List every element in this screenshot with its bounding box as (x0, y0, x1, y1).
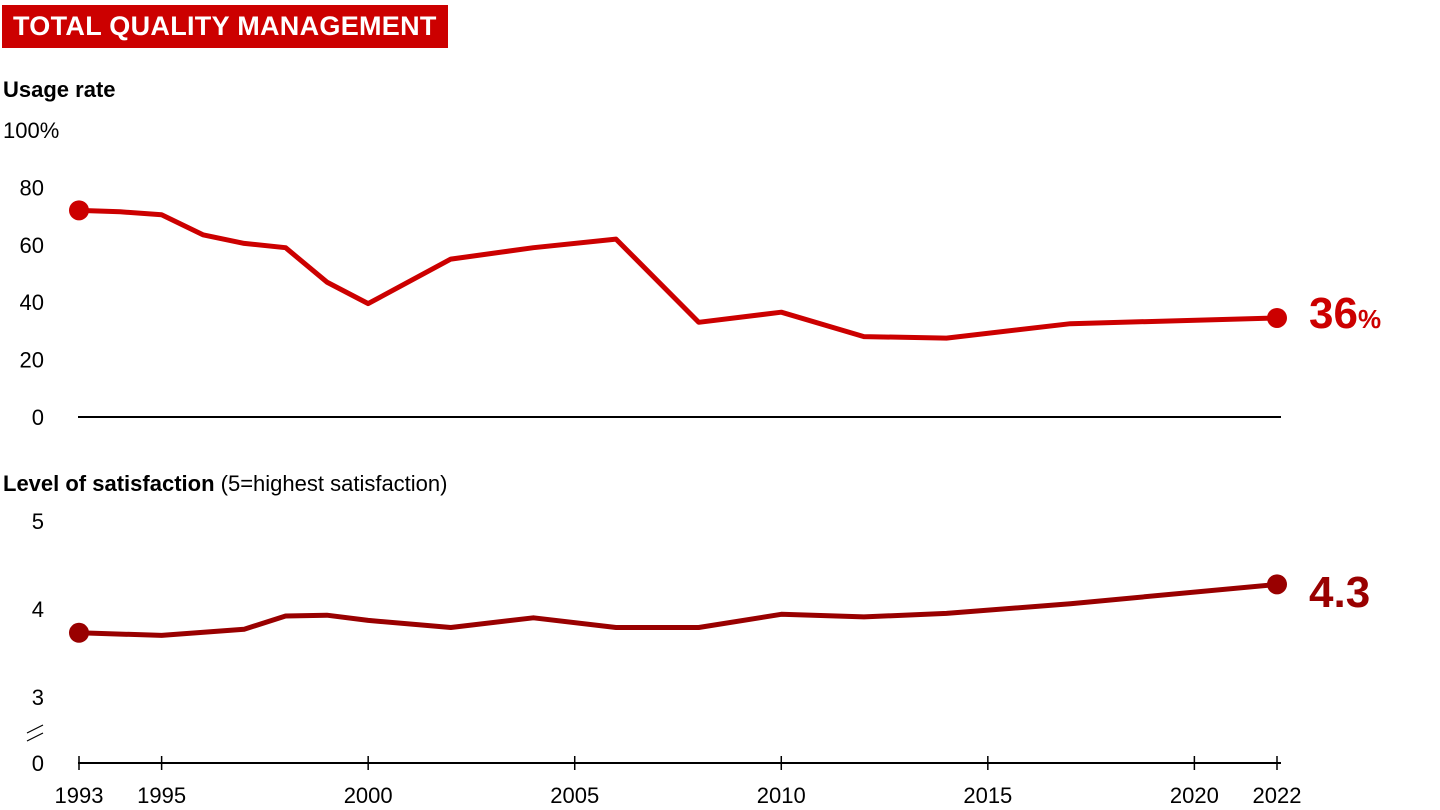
usage-y-axis: 0 20 40 60 80 100% (3, 118, 59, 430)
x-tick-label: 2000 (344, 783, 393, 808)
x-tick-label: 2010 (757, 783, 806, 808)
x-tick-label: 1993 (55, 783, 104, 808)
x-tick-label: 2022 (1253, 783, 1302, 808)
usage-point (1267, 307, 1287, 328)
satisfaction-y-axis: 0 3 4 5 (32, 509, 44, 776)
usage-y-tick-label: 20 (20, 348, 44, 373)
axis-break-icon (26, 724, 44, 742)
satisfaction-label-text: Level of satisfaction (3, 471, 215, 496)
usage-y-tick-label: 40 (20, 290, 44, 315)
satisfaction-point (69, 622, 89, 643)
satisfaction-end-label: 4.3 (1309, 568, 1370, 617)
usage-rate-label-text: Usage rate (3, 77, 116, 102)
satisfaction-y-tick-label: 5 (32, 509, 44, 534)
x-tick-label: 2020 (1170, 783, 1219, 808)
usage-y-tick-label: 60 (20, 233, 44, 258)
satisfaction-line (76, 581, 1280, 638)
usage-end-markers (69, 200, 1287, 328)
usage-point (69, 200, 89, 221)
usage-y-tick-label: 0 (32, 405, 44, 430)
usage-rate-label: Usage rate (3, 77, 116, 103)
satisfaction-end-markers (69, 574, 1287, 643)
satisfaction-y-tick-label: 4 (32, 597, 44, 622)
usage-y-tick-label: 100% (3, 118, 59, 143)
x-tick-label: 2005 (550, 783, 599, 808)
usage-end-unit: % (1358, 304, 1381, 334)
usage-rate-line (76, 207, 1280, 341)
satisfaction-label-note: (5=highest satisfaction) (220, 471, 448, 496)
usage-end-label: 36% (1309, 289, 1381, 338)
chart-title: TOTAL QUALITY MANAGEMENT (2, 5, 448, 48)
satisfaction-y-tick-label: 3 (32, 685, 44, 710)
x-tick-label: 2015 (963, 783, 1012, 808)
satisfaction-point (1267, 574, 1287, 595)
satisfaction-y-tick-label: 0 (32, 751, 44, 776)
usage-end-value: 36 (1309, 289, 1358, 338)
x-tick-label: 1995 (137, 783, 186, 808)
satisfaction-label: Level of satisfaction (5=highest satisfa… (3, 471, 447, 497)
usage-y-tick-label: 80 (20, 175, 44, 200)
x-axis: 1993 1995 2000 2005 2010 2015 2020 2022 (55, 756, 1302, 808)
